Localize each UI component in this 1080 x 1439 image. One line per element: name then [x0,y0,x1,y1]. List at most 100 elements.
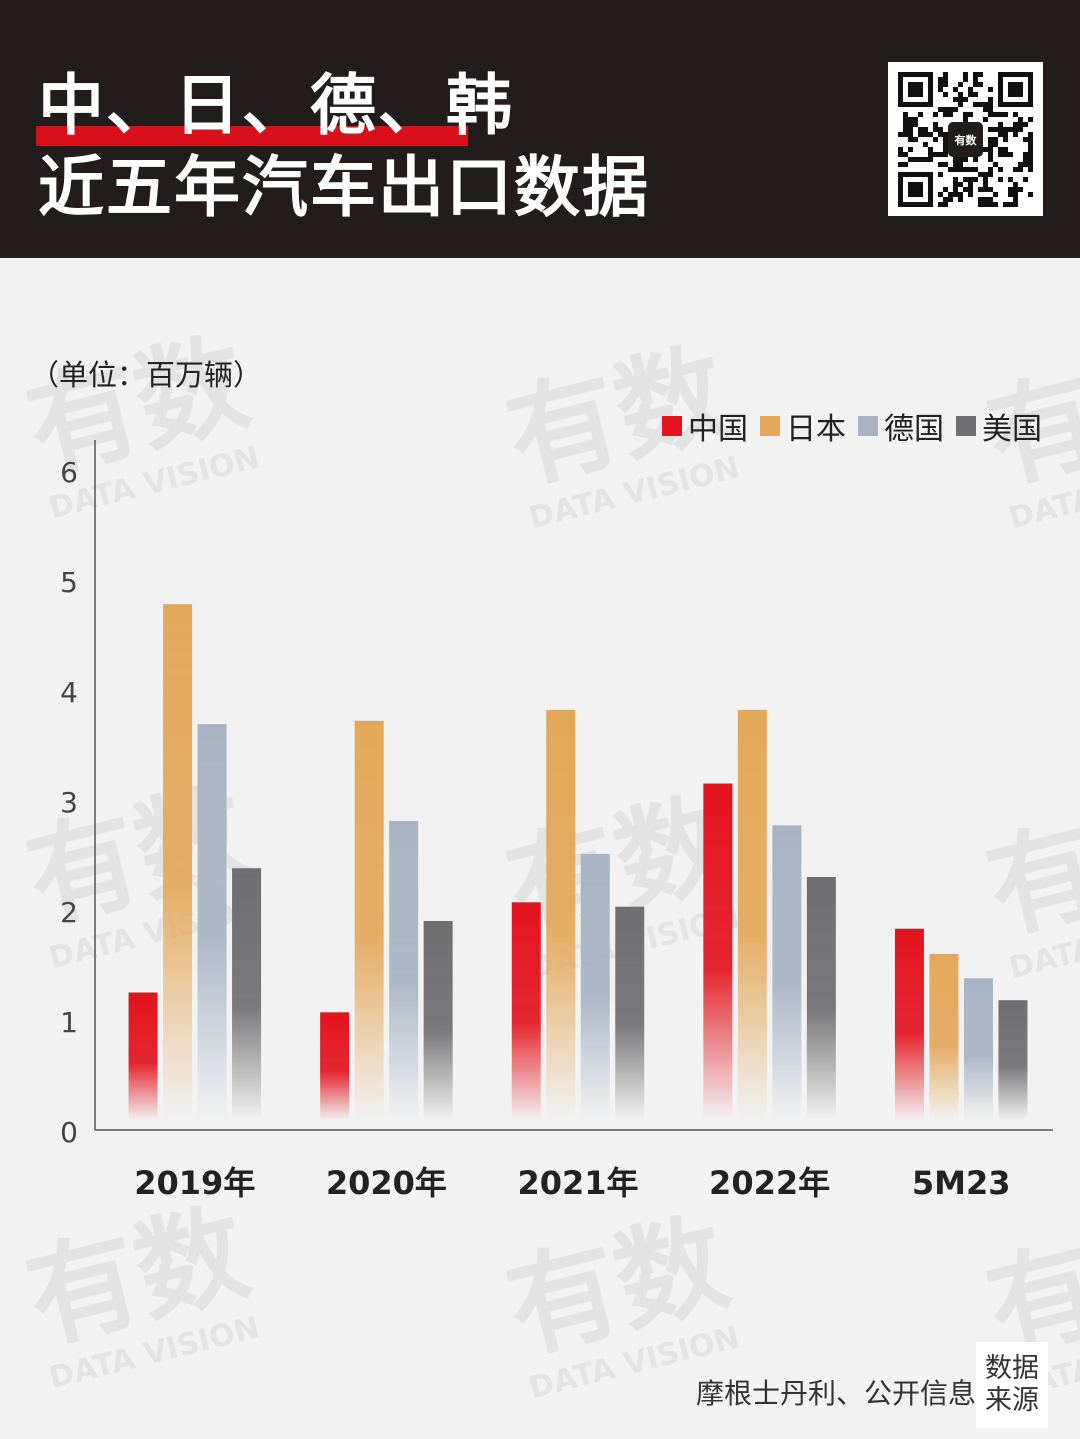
qr-module [1018,187,1023,192]
qr-logo-badge [948,122,983,157]
qr-module [993,142,998,147]
qr-module [958,82,963,87]
y-tick-label: 3 [60,786,78,819]
qr-module [973,82,978,87]
qr-module [1013,197,1018,202]
qr-module [943,162,948,167]
qr-module [928,157,933,162]
bar [737,709,767,1120]
qr-module [988,97,993,102]
legend-label: 中国 [688,412,748,447]
qr-module [913,157,918,162]
qr-module [978,82,983,87]
legend-item: 德国 [858,404,944,448]
qr-module [983,117,988,122]
qr-module [948,192,953,197]
qr-module [988,127,993,132]
qr-module [903,162,908,167]
legend-label: 美国 [982,412,1042,447]
y-tick-label: 6 [60,456,78,489]
qr-module [1028,192,1033,197]
bar [163,604,193,1120]
qr-module [918,112,923,117]
source-text: 摩根士丹利、公开信息 [696,1377,977,1410]
qr-module [943,142,948,147]
qr-module [908,122,913,127]
qr-module [988,112,993,117]
qr-module [998,122,1003,127]
legend-item: 日本 [760,404,846,448]
qr-module [978,197,983,202]
qr-module [948,112,953,117]
qr-module [988,152,993,157]
bar [197,724,227,1120]
qr-module [968,187,973,192]
qr-module [933,152,938,157]
qr-module [973,157,978,162]
x-tick-label: 2021年 [517,1164,638,1202]
qr-module [1013,187,1018,192]
qr-module [983,202,988,207]
qr-module [1028,142,1033,147]
qr-module [918,132,923,137]
qr-module [1003,132,1008,137]
qr-module [988,187,993,192]
chart-legend: 中国 日本 德国 美国 [650,404,1042,448]
qr-module [898,132,903,137]
qr-module [973,177,978,182]
qr-module [908,132,913,137]
qr-module [938,82,943,87]
qr-logo-text: 有数 [955,133,978,147]
qr-module [963,167,968,172]
qr-module [953,167,958,172]
qr-module [968,92,973,97]
qr-code-graphic: 有数 [898,72,1033,207]
qr-module [983,102,988,107]
qr-module [998,177,1003,182]
qr-module [1023,177,1028,182]
bar [546,709,576,1120]
x-tick-label: 2022年 [709,1164,830,1202]
unit-label: （单位：百万辆） [30,358,263,392]
qr-module [1018,122,1023,127]
qr-module [953,97,958,102]
legend-item: 中国 [662,404,748,448]
qr-module [943,107,948,112]
qr-module [923,127,928,132]
qr-module [903,132,908,137]
bar [389,820,419,1120]
qr-module [998,132,1003,137]
qr-module [973,167,978,172]
qr-module [943,77,948,82]
qr-module [963,177,968,182]
legend-swatch [760,416,780,436]
qr-code[interactable]: 有数 [888,62,1043,216]
qr-module [1013,202,1018,207]
qr-module [953,157,958,162]
qr-module [983,177,988,182]
qr-module [983,187,988,192]
qr-module [903,122,908,127]
qr-module [1003,147,1008,152]
title-underline [36,126,468,146]
y-tick-label: 2 [60,896,78,929]
qr-module [963,117,968,122]
qr-module [938,192,943,197]
qr-module [938,107,943,112]
bar [703,783,733,1120]
qr-module [943,137,948,142]
qr-module [998,112,1003,117]
qr-module [1023,152,1028,157]
qr-module [1028,157,1033,162]
qr-module [1003,152,1008,157]
qr-module [993,202,998,207]
qr-module [958,167,963,172]
qr-module [983,197,988,202]
qr-finder-core [1008,82,1023,97]
qr-module [963,112,968,117]
title-line-2: 近五年汽车出口数据 [38,149,650,226]
qr-module [908,127,913,132]
qr-module [938,202,943,207]
